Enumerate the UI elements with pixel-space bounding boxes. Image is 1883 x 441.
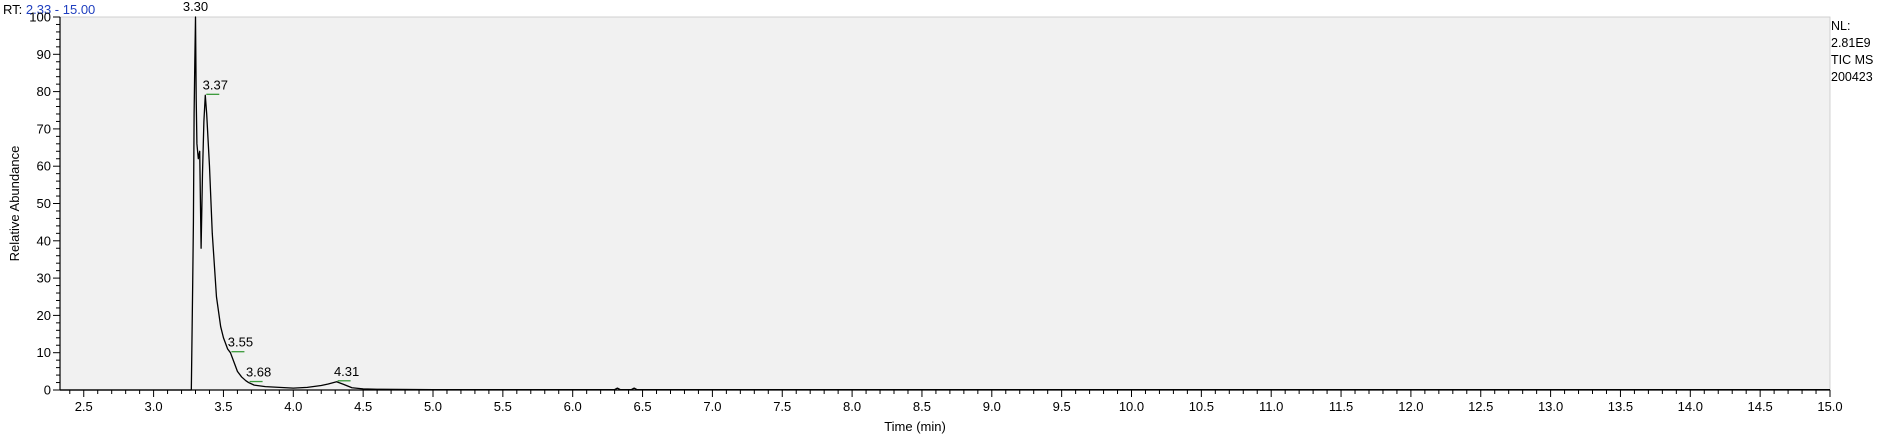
y-tick-label: 0 — [44, 383, 51, 398]
tic-trace-line — [60, 16, 1830, 391]
peak-label: 3.37 — [203, 77, 228, 92]
y-tick-label: 20 — [37, 308, 51, 323]
y-tick-label: 100 — [29, 10, 51, 25]
x-tick-label: 9.5 — [1053, 399, 1071, 414]
x-tick-label: 10.5 — [1189, 399, 1214, 414]
y-tick-label: 70 — [37, 121, 51, 136]
x-tick-label: 4.0 — [284, 399, 302, 414]
x-tick-label: 7.0 — [703, 399, 721, 414]
nl-label: NL: — [1831, 19, 1851, 33]
x-tick-label: 5.5 — [494, 399, 512, 414]
x-tick-label: 5.0 — [424, 399, 442, 414]
x-tick-label: 13.5 — [1608, 399, 1633, 414]
nl-value: 2.81E9 — [1831, 36, 1871, 50]
x-tick-label: 6.5 — [634, 399, 652, 414]
x-tick-label: 2.5 — [75, 399, 93, 414]
file-name: 200423 — [1831, 70, 1873, 84]
y-tick-label: 80 — [37, 84, 51, 99]
y-tick-label: 40 — [37, 233, 51, 248]
plot-area — [59, 16, 1831, 391]
trace-type: TIC MS — [1831, 53, 1874, 67]
peak-label: 3.68 — [246, 365, 271, 380]
x-tick-label: 8.0 — [843, 399, 861, 414]
x-tick-label: 3.0 — [145, 399, 163, 414]
peak-label: 4.31 — [334, 364, 359, 379]
normalization-info: NL: 2.81E9 TIC MS 200423 — [1831, 18, 1873, 86]
x-tick-label: 12.5 — [1468, 399, 1493, 414]
y-tick-label: 50 — [37, 196, 51, 211]
peak-label: 3.30 — [183, 0, 208, 14]
peak-marks — [206, 93, 351, 383]
x-tick-label: 15.0 — [1817, 399, 1842, 414]
x-tick-label: 10.0 — [1119, 399, 1144, 414]
x-tick-label: 7.5 — [773, 399, 791, 414]
y-tick-label: 10 — [37, 345, 51, 360]
x-tick-label: 11.5 — [1329, 399, 1353, 414]
x-tick-label: 9.0 — [983, 399, 1001, 414]
y-tick-label: 90 — [37, 47, 51, 62]
peak-label: 3.55 — [228, 335, 253, 350]
rt-range-header: RT: 2.33 - 15.00 — [3, 2, 95, 17]
rt-range-value: 2.33 - 15.00 — [25, 2, 96, 17]
x-tick-label: 11.0 — [1259, 399, 1283, 414]
rt-label: RT: — [3, 2, 23, 17]
y-tick-label: 60 — [37, 159, 51, 174]
peak-labels: 3.30 3.37 3.55 3.68 4.31 — [183, 0, 359, 380]
x-axis-ticks: 2.5 3.0 3.5 4.0 4.5 5.0 5.5 6.0 6.5 7.0 7.5 8.0 8.5 9… — [69, 390, 1843, 414]
x-tick-label: 8.5 — [913, 399, 931, 414]
y-axis-label: Relative Abundance — [7, 146, 22, 262]
x-axis-label: Time (min) — [884, 419, 946, 434]
x-tick-label: 6.0 — [564, 399, 582, 414]
x-tick-label: 14.5 — [1747, 399, 1772, 414]
y-tick-label: 30 — [37, 271, 51, 286]
y-axis-ticks: 0 10 20 30 40 50 60 70 80 90 100 — [29, 10, 60, 398]
x-tick-label: 3.5 — [214, 399, 232, 414]
x-tick-label: 13.0 — [1538, 399, 1563, 414]
x-tick-label: 4.5 — [354, 399, 372, 414]
x-tick-label: 14.0 — [1678, 399, 1703, 414]
x-tick-label: 12.0 — [1398, 399, 1423, 414]
